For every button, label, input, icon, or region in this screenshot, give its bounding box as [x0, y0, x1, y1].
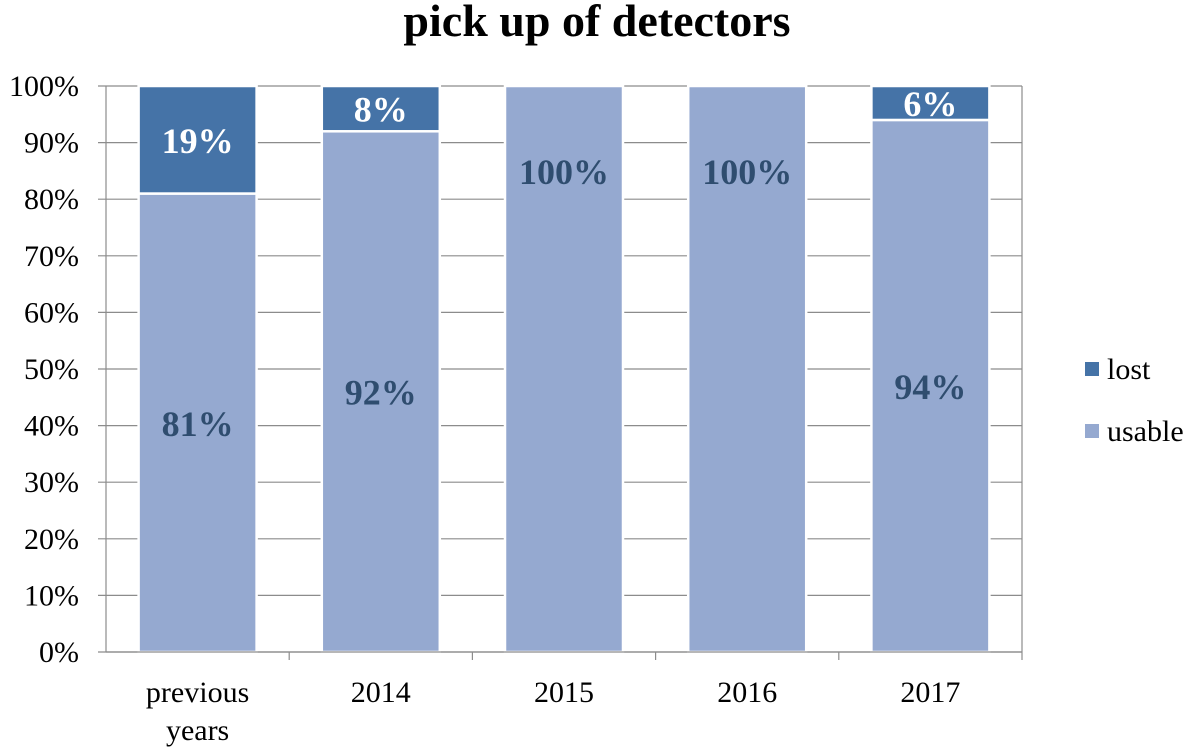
- y-tick-label: 100%: [9, 70, 79, 103]
- y-tick-label: 70%: [24, 240, 79, 273]
- y-tick-label: 60%: [24, 296, 79, 329]
- bar-lost: [320, 84, 442, 133]
- data-label-lost: 8%: [354, 90, 408, 130]
- x-tick-label: 2017: [900, 676, 960, 709]
- legend-label-usable: usable: [1107, 415, 1184, 448]
- legend-swatch-lost: [1085, 362, 1099, 376]
- data-label-usable: 100%: [519, 152, 609, 192]
- y-tick-label: 0%: [39, 636, 79, 669]
- y-tick-label: 50%: [24, 353, 79, 386]
- bars: [137, 84, 991, 654]
- x-tick-label: previous: [146, 676, 249, 709]
- x-tick-label: years: [166, 714, 229, 747]
- data-label-usable: 94%: [894, 367, 966, 407]
- y-tick-label: 10%: [24, 579, 79, 612]
- y-tick-label: 30%: [24, 466, 79, 499]
- bar-usable: [503, 84, 625, 654]
- bar-lost: [137, 84, 258, 195]
- y-tick-label: 20%: [24, 523, 79, 556]
- legend-swatch-usable: [1085, 424, 1099, 438]
- x-tick-label: 2014: [351, 676, 411, 709]
- y-tick-label: 90%: [24, 127, 79, 160]
- data-label-lost: 6%: [903, 84, 957, 124]
- data-label-usable: 81%: [162, 404, 234, 444]
- bar-usable: [137, 192, 258, 654]
- x-tick-label: 2015: [534, 676, 594, 709]
- bar-usable: [686, 84, 808, 654]
- legend-label-lost: lost: [1107, 353, 1151, 386]
- data-labels: 81% 19% 92% 8% 100% 100% 94% 6%: [162, 84, 967, 444]
- y-tick-label: 40%: [24, 410, 79, 443]
- x-tick-label: 2016: [717, 676, 777, 709]
- bar-lost: [870, 84, 991, 122]
- legend: lost usable: [1085, 353, 1184, 448]
- chart-title: pick up of detectors: [403, 0, 790, 46]
- y-tick-label: 80%: [24, 183, 79, 216]
- axes: 0% 10% 20% 30% 40% 50% 60% 70% 80% 90% 100% previou…: [9, 70, 1023, 747]
- data-label-lost: 19%: [162, 121, 234, 161]
- data-label-usable: 100%: [702, 152, 792, 192]
- data-label-usable: 92%: [345, 373, 417, 413]
- bar-usable: [320, 130, 442, 654]
